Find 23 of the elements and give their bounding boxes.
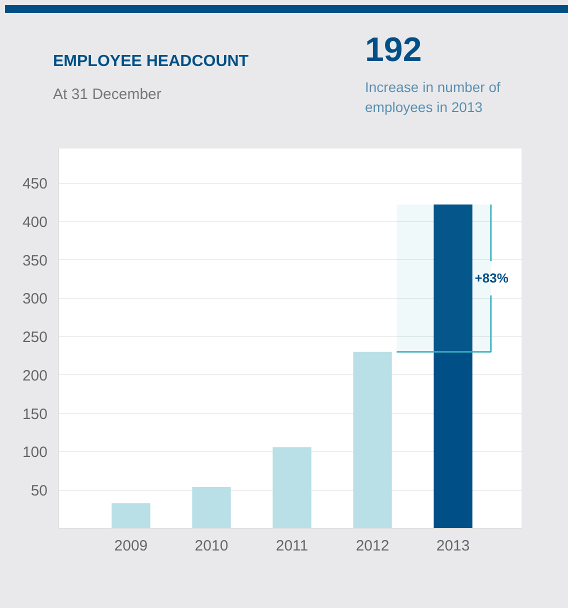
- bar: [272, 447, 312, 528]
- text: Increase in number of employees in 2013: [365, 78, 502, 117]
- chart-subtitle: At 31 December: [53, 84, 162, 105]
- x-tick-label: 2012: [356, 538, 390, 554]
- y-tick-label: 450: [22, 176, 48, 193]
- x-tick-label: 2011: [276, 538, 308, 554]
- x-tick-label: 2009: [114, 538, 148, 554]
- y-tick-label: 200: [22, 367, 48, 384]
- y-tick-label: 300: [22, 290, 48, 308]
- bar: [353, 352, 392, 528]
- x-tick-label: 2013: [436, 538, 470, 554]
- chart-title: EMPLOYEE HEADCOUNT: [53, 52, 249, 72]
- bar: [192, 487, 231, 528]
- y-tick-label: 100: [22, 444, 48, 462]
- y-tick-label: 150: [22, 406, 48, 423]
- x-tick-label: 2010: [194, 538, 228, 554]
- y-tick-label: 250: [22, 329, 48, 346]
- y-tick-label: 50: [30, 482, 48, 500]
- y-tick-label: 400: [22, 214, 48, 231]
- bar: [112, 503, 150, 528]
- band-label: +83%: [474, 270, 509, 286]
- text: 192: [365, 31, 422, 69]
- y-tick-label: 350: [22, 252, 48, 270]
